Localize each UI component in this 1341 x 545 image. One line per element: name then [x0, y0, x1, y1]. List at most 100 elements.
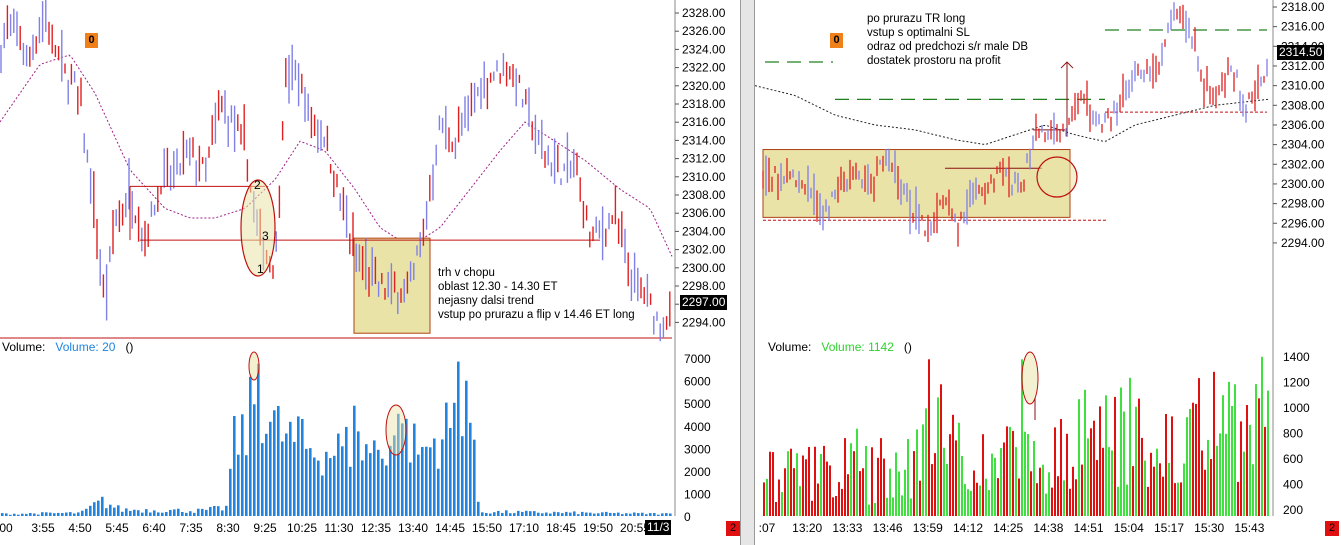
left-volume-bar: [113, 507, 116, 516]
right-volume-bar: [922, 424, 924, 516]
right-volume-series: Volume: 1142: [821, 340, 894, 354]
left-volume-bar: [597, 513, 600, 516]
right-red-badge[interactable]: 2: [1325, 521, 1339, 536]
left-volume-bar: [1, 513, 4, 516]
right-volume-label: Volume:: [768, 340, 812, 354]
left-volume-bar: [173, 509, 176, 516]
right-volume-bar: [763, 482, 765, 516]
left-price-tick-label: 2314.00: [682, 133, 726, 147]
left-ellipse-label: 3: [262, 229, 269, 243]
right-volume-bar: [775, 502, 777, 516]
right-chart-panel[interactable]: 2318.002316.002314.002312.002310.002308.…: [755, 0, 1341, 545]
right-volume-bar: [1087, 438, 1089, 516]
left-volume-bar: [445, 402, 448, 516]
right-volume-bar: [1090, 428, 1092, 516]
right-volume-bar: [1165, 414, 1167, 516]
right-volume-bar: [1258, 398, 1260, 516]
left-annotation-line: trh v chopu: [438, 267, 495, 279]
left-volume-bar: [21, 513, 24, 516]
left-volume-bar: [41, 512, 44, 516]
right-volume-bar: [1018, 478, 1020, 516]
right-volume-bar: [1138, 398, 1140, 516]
right-entry-ellipse: [1036, 156, 1078, 198]
right-volume-bar: [1039, 467, 1041, 516]
left-volume-bar: [557, 512, 560, 516]
left-volume-bar: [545, 512, 548, 516]
right-volume-bar: [1177, 482, 1179, 516]
left-volume-bar: [513, 513, 516, 516]
right-volume-bar: [859, 471, 861, 516]
left-volume-bar: [633, 512, 636, 516]
right-volume-bar: [880, 438, 882, 516]
left-volume-bar: [641, 512, 644, 516]
left-volume-ellipse: [385, 404, 407, 456]
right-time-tick-label: 13:20: [792, 521, 822, 535]
right-volume-bar: [766, 478, 768, 516]
right-volume-bar: [772, 452, 774, 516]
right-volume-bar: [1048, 472, 1050, 516]
left-red-badge[interactable]: 2: [726, 521, 740, 536]
left-volume-bar: [517, 510, 520, 516]
left-chart-panel[interactable]: 2328.00 2326.00 2324.00 2322.00 2320.00 2318.…: [0, 0, 740, 545]
right-volume-bar: [1198, 378, 1200, 516]
right-price-tick-label: 2298.00: [1281, 197, 1325, 211]
right-volume-bar: [1006, 426, 1008, 516]
left-volume-bar: [333, 455, 336, 516]
right-volume-bar: [1120, 387, 1122, 516]
right-volume-bar: [1099, 406, 1101, 516]
right-volume-bar: [910, 498, 912, 516]
left-time-tick-label: 19:50: [583, 521, 613, 535]
right-volume-header: Volume: Volume: 1142 (): [768, 340, 912, 354]
right-volume-bar: [814, 446, 816, 516]
left-volume-tick-label: 1000: [684, 488, 711, 502]
left-time-tick-label: 6:40: [142, 521, 166, 535]
left-volume-parens: (): [125, 340, 134, 354]
right-volume-bar: [802, 455, 804, 516]
left-volume-bar: [53, 513, 56, 516]
right-volume-bar: [1207, 439, 1209, 516]
left-volume-bar: [577, 514, 580, 516]
right-volume-bar: [1129, 377, 1131, 516]
right-volume-tick-label: 800: [1283, 427, 1303, 441]
right-volume-bar: [1180, 482, 1182, 516]
left-volume-bar: [489, 513, 492, 516]
right-chart-svg: 2318.002316.002314.002312.002310.002308.…: [755, 0, 1325, 535]
right-volume-bar: [931, 464, 933, 516]
left-volume-bar: [585, 512, 588, 516]
left-ellipse-label: 1: [257, 262, 264, 276]
left-volume-tick-label: 2000: [684, 465, 711, 479]
left-volume-bar: [621, 514, 624, 516]
left-volume-bar: [561, 513, 564, 516]
right-volume-bar: [976, 482, 978, 516]
right-volume-bar: [778, 479, 780, 516]
right-volume-bar: [1234, 384, 1236, 516]
right-volume-bar: [889, 468, 891, 516]
left-volume-bar: [9, 514, 12, 516]
panel-divider[interactable]: [740, 0, 755, 545]
left-volume-bar: [105, 508, 108, 516]
right-volume-bar: [1081, 464, 1083, 516]
right-volume-bar: [952, 414, 954, 516]
right-volume-bar: [1027, 434, 1029, 516]
right-volume-tick-label: 1000: [1283, 401, 1310, 415]
left-volume-bar: [341, 446, 344, 516]
left-volume-bar: [521, 511, 524, 516]
right-price-tick-label: 2312.00: [1281, 59, 1325, 73]
left-volume-bar: [377, 449, 380, 516]
left-volume-bar: [569, 512, 572, 516]
left-volume-tick-label: 4000: [684, 420, 711, 434]
right-price-tick-label: 2310.00: [1281, 79, 1325, 93]
left-price-tick-label: 2300.00: [682, 261, 726, 275]
left-volume-bar: [501, 512, 504, 516]
left-volume-bar: [345, 426, 348, 516]
right-volume-bar: [1063, 480, 1065, 516]
right-volume-bar: [1216, 445, 1218, 516]
right-volume-bar: [862, 468, 864, 516]
right-volume-bar: [1243, 451, 1245, 516]
left-volume-bar: [229, 468, 232, 516]
left-volume-bar: [433, 438, 436, 516]
left-volume-bar: [213, 506, 216, 516]
left-volume-bar: [581, 511, 584, 516]
right-volume-bar: [1144, 460, 1146, 516]
right-volume-bar: [1264, 426, 1266, 516]
